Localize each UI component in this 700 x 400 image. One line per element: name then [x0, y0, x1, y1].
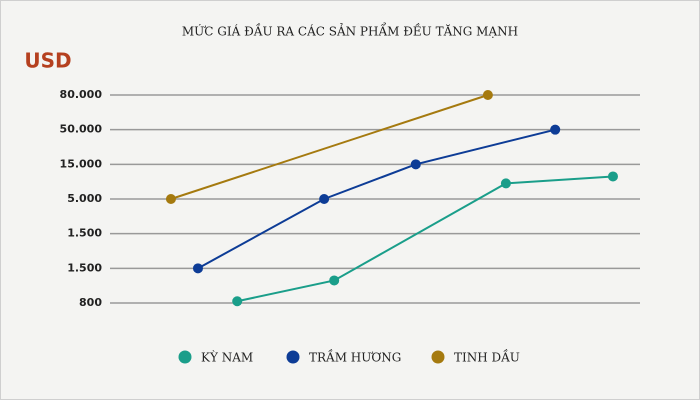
y-tick-label: 5.000: [67, 192, 102, 205]
legend-marker: [178, 350, 192, 364]
y-tick-label: 50.000: [60, 123, 103, 136]
line: [170, 94, 489, 200]
point: [319, 194, 330, 204]
y-tick-label: 800: [79, 296, 102, 309]
point: [607, 171, 618, 182]
line: [197, 128, 556, 270]
y-axis-label: USD: [24, 49, 71, 73]
legend-marker: [431, 350, 445, 364]
point: [550, 124, 561, 135]
point: [165, 194, 176, 204]
point: [410, 159, 421, 170]
legend-label: TINH DẦU: [454, 348, 520, 365]
y-tick-label: 1.500: [67, 227, 102, 240]
legend-marker: [286, 350, 300, 364]
point: [192, 263, 203, 274]
line: [236, 175, 614, 303]
legend-label: TRẦM HƯƠNG: [309, 348, 401, 365]
point: [232, 296, 243, 307]
point: [482, 90, 493, 100]
y-tick-label: 15.000: [60, 157, 103, 170]
point: [500, 178, 511, 189]
chart-title: MỨC GIÁ ĐẦU RA CÁC SẢN PHẨM ĐỀU TĂNG MẠN…: [182, 22, 518, 39]
point: [329, 275, 340, 286]
y-tick-label: 80.000: [60, 88, 103, 101]
legend-label: KỲ NAM: [201, 350, 253, 365]
y-tick-label: 1.500: [67, 261, 102, 274]
